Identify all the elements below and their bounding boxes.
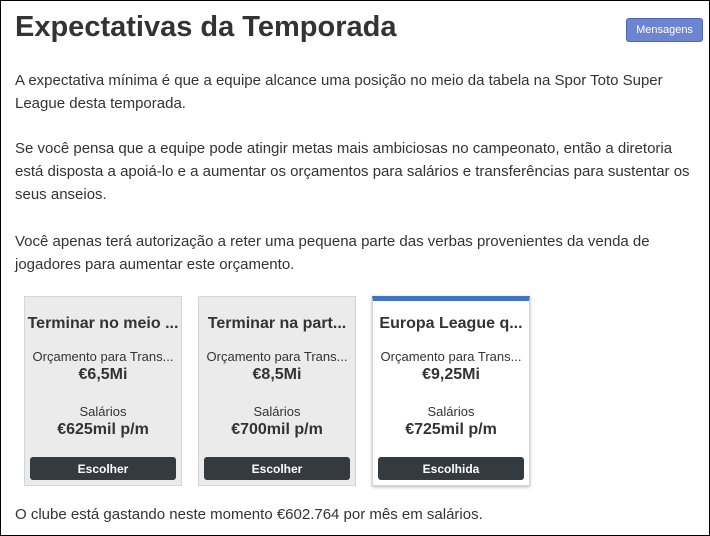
choose-button[interactable]: Escolhida — [378, 457, 524, 480]
goal-card[interactable]: Terminar na part... Orçamento para Trans… — [198, 296, 356, 486]
card-title: Europa League q... — [379, 315, 523, 332]
choose-button[interactable]: Escolher — [204, 457, 350, 480]
salary-label: Salários — [253, 404, 301, 419]
footer-text: O clube está gastando neste momento €602… — [15, 506, 483, 523]
salary-value: €700mil p/m — [231, 421, 323, 438]
salary-value: €625mil p/m — [57, 421, 149, 438]
transfer-value: €9,25Mi — [422, 366, 480, 383]
title: Expectativas da Temporada — [15, 11, 397, 43]
choose-button[interactable]: Escolher — [30, 457, 176, 480]
salary-label: Salários — [79, 404, 127, 419]
transfer-label: Orçamento para Trans... — [380, 349, 522, 364]
card-title: Terminar na part... — [207, 315, 347, 332]
paragraph: A expectativa mínima é que a equipe alca… — [15, 72, 663, 112]
messages-button[interactable]: Mensagens — [626, 18, 703, 42]
transfer-value: €8,5Mi — [252, 366, 302, 383]
salary-value: €725mil p/m — [405, 421, 497, 438]
salary-label: Salários — [427, 404, 475, 419]
transfer-label: Orçamento para Trans... — [32, 349, 174, 364]
paragraph: Você apenas terá autorização a reter uma… — [15, 233, 650, 273]
transfer-label: Orçamento para Trans... — [206, 349, 348, 364]
card-title: Terminar no meio ... — [27, 315, 179, 332]
goal-card[interactable]: Terminar no meio ... Orçamento para Tran… — [24, 296, 182, 486]
goal-card[interactable]: Europa League q... Orçamento para Trans.… — [372, 296, 530, 486]
paragraph: Se você pensa que a equipe pode atingir … — [15, 140, 690, 203]
transfer-value: €6,5Mi — [78, 366, 128, 383]
